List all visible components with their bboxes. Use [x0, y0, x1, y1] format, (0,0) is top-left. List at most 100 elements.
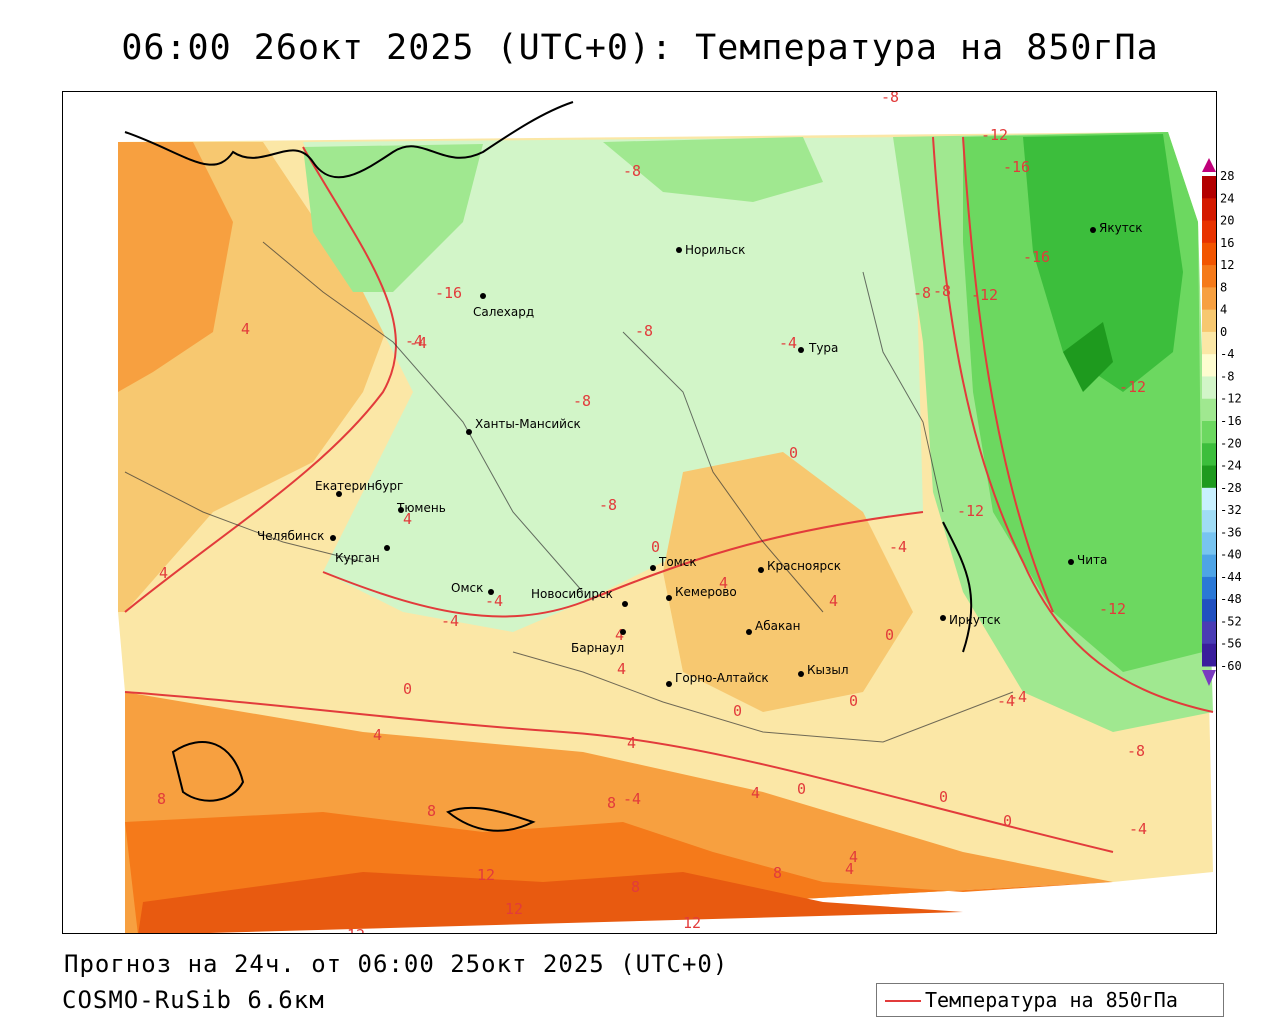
- city-label: Курган: [335, 551, 380, 565]
- contour-label: 0: [789, 444, 798, 462]
- contour-label: 4: [403, 510, 412, 528]
- contour-label: -12: [1099, 600, 1126, 618]
- city-label: Горно-Алтайск: [675, 671, 769, 685]
- map-legend: Температура на 850гПа: [876, 983, 1224, 1017]
- colorbar-cell: [1202, 376, 1216, 400]
- map-panel: -8 -8 -12 -16 -16 -8 -12 -4 -8 -8 -4 0 -…: [62, 91, 1217, 934]
- colorbar-tick-label: -52: [1220, 614, 1242, 628]
- contour-label: 0: [939, 788, 948, 806]
- colorbar-tick-label: 8: [1220, 280, 1227, 294]
- city-label: Норильск: [685, 243, 745, 257]
- contour-labels: -8 -8 -12 -16 -16 -8 -12 -4 -8 -8 -4 0 -…: [157, 92, 1147, 934]
- contour-label: -12: [1119, 378, 1146, 396]
- colorbar-tick-label: 16: [1220, 236, 1234, 250]
- city-novosibirsk: Новосибирск: [531, 587, 628, 607]
- border-1: [262, 241, 584, 593]
- baikal: [942, 521, 973, 653]
- cold-core: [1063, 322, 1113, 392]
- map-title: 06:00 26окт 2025 (UTC+0): Температура на…: [121, 28, 1159, 68]
- contour-label: 4: [719, 574, 728, 592]
- colorbar-tick-label: -48: [1220, 592, 1242, 606]
- contour-label: -4: [1009, 688, 1027, 706]
- contour-label: -4: [623, 790, 641, 808]
- contour-label: -16: [1023, 248, 1050, 266]
- colorbar-bottom-arrow: [1202, 670, 1216, 686]
- contour-label: -4: [405, 332, 423, 350]
- contour-label: 4: [627, 734, 636, 752]
- contour-label: -8: [933, 282, 951, 300]
- city-kemerovo: Кемерово: [666, 585, 737, 601]
- contour-label: -12: [971, 286, 998, 304]
- contour-label: 0: [797, 780, 806, 798]
- balkhash: [446, 806, 536, 832]
- contour-label: -4: [409, 334, 427, 352]
- contour-label: 4: [241, 320, 250, 338]
- contour-label: -8: [623, 162, 641, 180]
- city-chelyabinsk: Челябинск: [257, 529, 336, 543]
- colorbar-tick-label: -60: [1220, 659, 1242, 673]
- contour-label: 12: [505, 900, 523, 918]
- contour-label: -8: [881, 92, 899, 106]
- colorbar-cell: [1202, 198, 1216, 222]
- city-tyumen: Тюмень: [396, 501, 446, 515]
- contour-label: 4: [751, 784, 760, 802]
- city-tomsk: Томск: [650, 555, 697, 571]
- city-label: Екатеринбург: [315, 479, 403, 493]
- city-label: Новосибирск: [531, 587, 613, 601]
- contour-label: 8: [427, 802, 436, 820]
- contour-label: 12: [477, 866, 495, 884]
- city-markers: Норильск Салехард Тура Якутск Ханты-Манс…: [257, 221, 1143, 687]
- city-label: Челябинск: [257, 529, 324, 543]
- border-3: [862, 271, 944, 513]
- colorbar-tick-label: 12: [1220, 258, 1234, 272]
- colorbar-tick-label: 20: [1220, 214, 1234, 228]
- city-norilsk: Норильск: [676, 243, 745, 257]
- colorbar-cell: [1202, 487, 1216, 511]
- colorbar-tick-label: -56: [1220, 637, 1242, 651]
- contour-label: 0: [733, 702, 742, 720]
- colorbar-cell: [1202, 354, 1216, 377]
- colorbar-cell: [1202, 331, 1216, 355]
- contour-label: -4: [485, 592, 503, 610]
- cold-east-16: [1023, 134, 1183, 392]
- city-yakutsk: Якутск: [1090, 221, 1143, 235]
- city-khanty-mansiysk: Ханты-Мансийск: [466, 417, 581, 435]
- city-label: Омск: [451, 581, 483, 595]
- isotherm-8: [124, 691, 1114, 853]
- city-kyzyl: Кызыл: [798, 663, 849, 677]
- contour-label: 4: [615, 626, 624, 644]
- contour-label: 12: [347, 926, 365, 934]
- coastline: [124, 101, 973, 832]
- colorbar-tick-label: -40: [1220, 548, 1242, 562]
- caspian-fragment: [171, 741, 245, 802]
- colorbar-cell: [1202, 532, 1216, 556]
- contour-label: -8: [635, 322, 653, 340]
- colorbar-tick-label: -44: [1220, 570, 1242, 584]
- contour-label: 4: [617, 660, 626, 678]
- contour-label: -8: [573, 392, 591, 410]
- city-krasnoyarsk: Красноярск: [758, 559, 841, 573]
- contour-label: 8: [157, 790, 166, 808]
- city-label: Тюмень: [396, 501, 446, 515]
- contour-label: 0: [849, 692, 858, 710]
- contour-label: 4: [845, 860, 854, 878]
- model-name: COSMO-RuSib 6.6км: [62, 986, 325, 1014]
- city-label: Томск: [658, 555, 697, 569]
- arctic-coast: [124, 101, 574, 179]
- contour-label: 12: [683, 914, 701, 932]
- city-label: Чита: [1077, 553, 1107, 567]
- contour-label: 0: [651, 538, 660, 556]
- colorbar-tick-label: -16: [1220, 414, 1242, 428]
- border-5: [512, 651, 1014, 743]
- contour-label: -12: [957, 502, 984, 520]
- contour-label: 0: [885, 626, 894, 644]
- city-label: Якутск: [1099, 221, 1143, 235]
- warm-west-core: [118, 142, 233, 392]
- colorbar-cell: [1202, 621, 1216, 645]
- colorbar-tick-label: -36: [1220, 525, 1242, 539]
- legend-line-swatch: [885, 1000, 921, 1002]
- city-label: Ханты-Мансийск: [475, 417, 581, 431]
- city-label: Кемерово: [675, 585, 737, 599]
- colorbar-tick-label: 0: [1220, 325, 1227, 339]
- city-label: Барнаул: [571, 641, 624, 655]
